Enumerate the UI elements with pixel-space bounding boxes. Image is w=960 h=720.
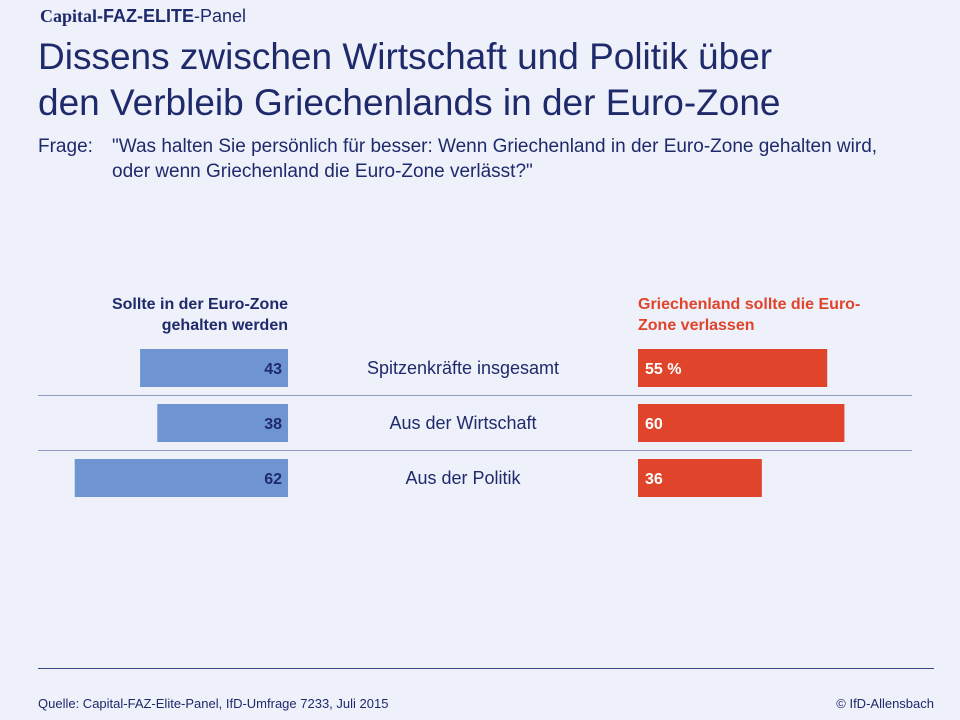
- question-text: "Was halten Sie persönlich für besser: W…: [112, 136, 878, 182]
- bar-left-1: [140, 349, 288, 387]
- chart-title-line2: den Verbleib Griechenlands in der Euro-Z…: [38, 82, 781, 123]
- bar-left-label-1: 43: [264, 361, 282, 378]
- question: Frage: "Was halten Sie persönlich für bes…: [38, 134, 892, 184]
- bar-left-label-2: 38: [264, 416, 282, 433]
- bar-left-2: [157, 404, 288, 442]
- brand-panel: -Panel: [194, 6, 247, 26]
- bar-left-label-3: 62: [264, 471, 282, 488]
- bar-right-1: [638, 349, 828, 387]
- bar-right-label-2: 60: [645, 416, 663, 433]
- brand-capital: Capital: [40, 6, 98, 26]
- source-note: Quelle: Capital-FAZ-Elite-Panel, IfD-Umf…: [38, 696, 389, 711]
- brand-logo: Capital-FAZ-ELITE-Panel: [40, 6, 246, 27]
- bar-right-2: [638, 404, 845, 442]
- bar-right-3: [638, 459, 762, 497]
- bar-right-label-3: 36: [645, 471, 663, 488]
- copyright-note: © IfD-Allensbach: [836, 696, 934, 711]
- category-label-3: Aus der Politik: [405, 468, 521, 488]
- chart-title-line1: Dissens zwischen Wirtschaft und Politik …: [38, 36, 773, 77]
- chart-title: Dissens zwischen Wirtschaft und Politik …: [38, 34, 938, 126]
- legend-right-header: Griechenland sollte die Euro-Zone verlas…: [638, 296, 861, 334]
- question-label: Frage:: [38, 136, 93, 157]
- legend-left-header: Sollte in der Euro-Zone gehalten werden: [111, 296, 288, 334]
- footer-divider: [38, 668, 934, 669]
- category-label-1: Spitzenkräfte insgesamt: [367, 358, 559, 378]
- bar-left-3: [74, 459, 288, 497]
- brand-faz-elite: -FAZ-ELITE: [97, 6, 195, 26]
- bar-right-label-1: 55 %: [645, 361, 681, 378]
- category-label-2: Aus der Wirtschaft: [389, 413, 536, 433]
